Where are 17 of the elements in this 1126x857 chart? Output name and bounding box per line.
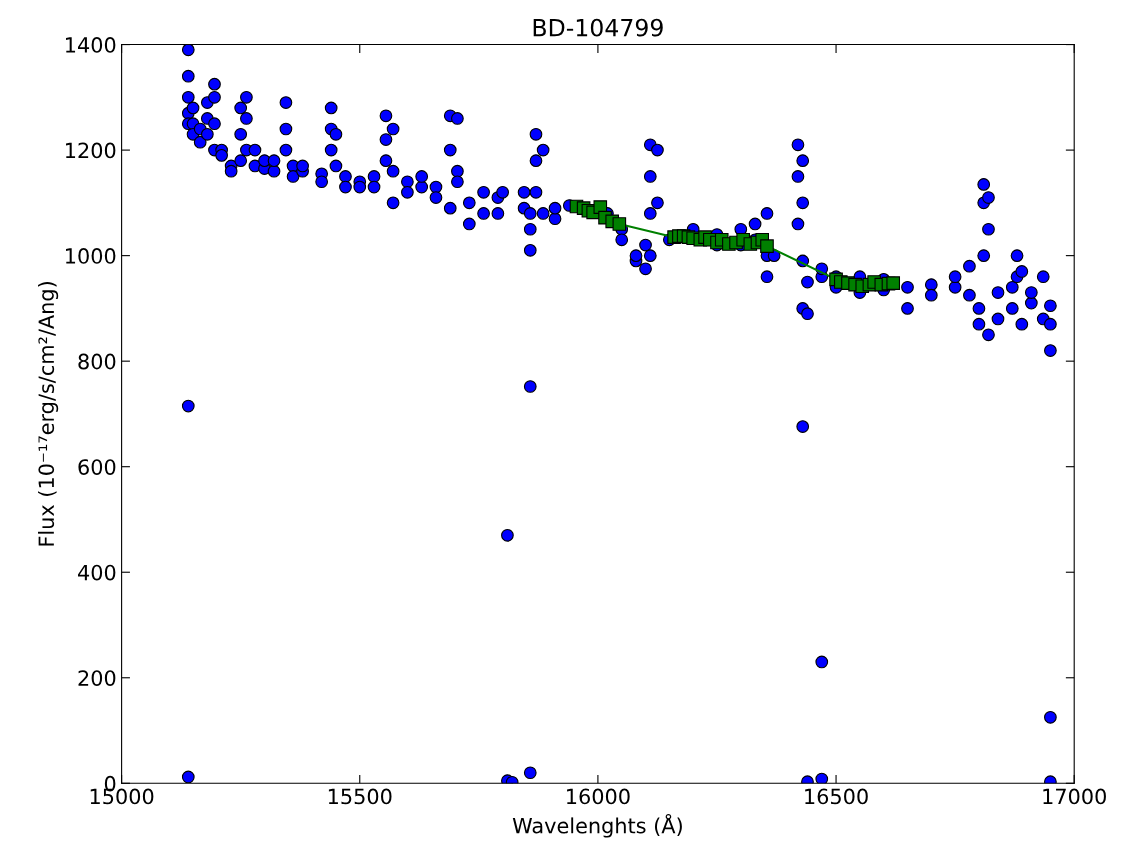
x-axis-title: Wavelenghts (Å) xyxy=(512,813,682,838)
point xyxy=(612,217,627,231)
y-tick-label: 1400 xyxy=(66,37,116,53)
x-tick-label: 17000 xyxy=(1043,788,1106,805)
y-tick-label: 1000 xyxy=(66,248,116,264)
y-tick-label: 600 xyxy=(78,459,116,475)
y-tick-label: 400 xyxy=(78,564,116,581)
point xyxy=(886,276,901,290)
chart-title: BD-104799 xyxy=(533,18,663,37)
point xyxy=(760,239,774,253)
y-tick-label: 200 xyxy=(78,670,116,686)
x-tick-label: 15500 xyxy=(328,788,392,805)
x-tick-label: 16500 xyxy=(805,788,868,805)
y-axis-title: Flux (10⁻¹⁷erg/s/cm²/Ang) xyxy=(38,282,59,546)
y-tick-label: 800 xyxy=(78,353,116,370)
x-tick-label: 16000 xyxy=(567,788,630,805)
y-tick-label: 1200 xyxy=(66,142,116,159)
